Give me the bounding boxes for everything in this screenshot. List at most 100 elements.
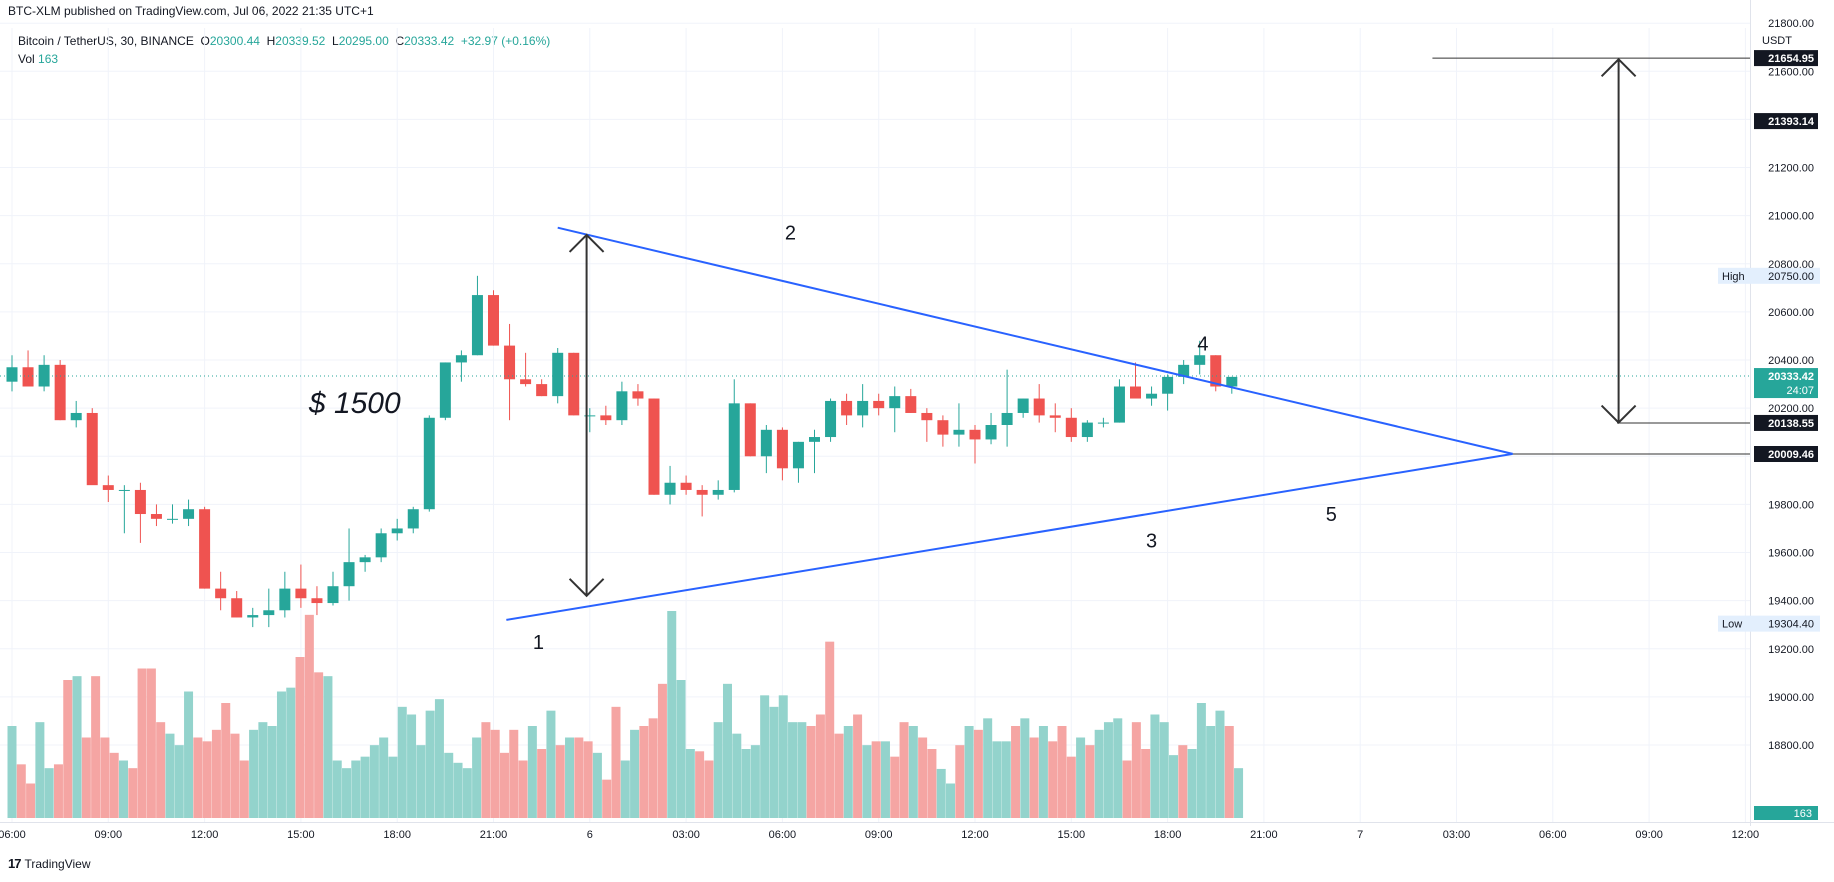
volume-bar <box>657 683 667 818</box>
volume-bar <box>908 726 918 818</box>
candle-body <box>616 391 628 421</box>
candles <box>6 275 1238 628</box>
low-marker-value: 19304.40 <box>1768 619 1814 631</box>
candle-body <box>1049 415 1061 418</box>
time-tick-label: 15:00 <box>1058 829 1086 841</box>
volume-bar <box>100 737 110 818</box>
volume-bar <box>825 641 835 818</box>
volume-bar <box>63 680 73 818</box>
volume-bar <box>1122 760 1132 818</box>
volume-bar <box>314 672 324 818</box>
candle-body <box>552 352 564 397</box>
volume-bar <box>1103 722 1113 818</box>
price-line-label: 20009.46 <box>1768 449 1814 461</box>
price-tick-label: 20800.00 <box>1768 259 1814 271</box>
candle-body <box>279 588 291 611</box>
candle-body <box>1097 422 1109 424</box>
volume-bar <box>146 668 156 818</box>
candle-body <box>167 518 178 520</box>
candle-body <box>889 396 901 409</box>
candle-body <box>504 345 516 380</box>
volume-bar <box>1029 737 1039 818</box>
candle-body <box>359 557 371 563</box>
candle-body <box>295 588 307 599</box>
volume-axis-badge <box>1754 806 1818 820</box>
volume-bar <box>760 695 770 818</box>
published-line: BTC-XLM published on TradingView.com, Ju… <box>8 4 374 18</box>
volume-bar <box>750 745 760 818</box>
volume-bar <box>1131 722 1141 818</box>
volume-bar <box>81 737 91 818</box>
candle-body <box>231 598 243 618</box>
time-axis[interactable]: 06:00 09:00 12:00 15:00 18:00 21:00 6 03:00 06:0… <box>0 829 1759 841</box>
volume-bar <box>927 749 937 818</box>
candle-body <box>680 482 692 490</box>
volume-bar <box>806 726 816 818</box>
time-tick-label: 12:00 <box>191 829 219 841</box>
candle-body <box>520 379 532 385</box>
volume-bar <box>53 764 63 818</box>
candle-body <box>54 364 66 421</box>
volume-bar <box>1234 768 1244 818</box>
candle-body <box>439 362 451 418</box>
annotation-label: $ 1500 <box>308 387 401 420</box>
price-tick-label: 19200.00 <box>1768 644 1814 656</box>
volume-bar <box>295 657 305 818</box>
candle-body <box>1033 398 1045 416</box>
volume-bar <box>193 737 203 818</box>
annotation-label: 1 <box>533 632 544 654</box>
time-tick-label: 09:00 <box>95 829 123 841</box>
volume-bar <box>16 764 26 818</box>
volume-bar <box>221 703 231 818</box>
volume-bar <box>667 611 677 818</box>
volume-bar <box>249 729 259 818</box>
volume-bar <box>853 714 863 818</box>
volume-bar <box>565 737 575 818</box>
volume-bar <box>342 768 352 818</box>
low-label: L <box>332 34 339 48</box>
candle-body <box>199 509 211 589</box>
volume-bar <box>518 760 528 818</box>
volume-bar <box>351 760 361 818</box>
volume-bar <box>184 691 194 818</box>
candle-body <box>937 420 949 435</box>
volume-bar <box>815 714 825 818</box>
volume-bar <box>797 722 807 818</box>
price-axis[interactable]: 18800.00 19000.00 19200.00 19400.00 19600.00… <box>1718 18 1820 820</box>
time-tick-label: 12:00 <box>1732 829 1760 841</box>
high-marker-value: 20750.00 <box>1768 271 1814 283</box>
volume-bar <box>72 676 82 818</box>
volume-bar <box>602 779 612 818</box>
candle-body <box>696 489 708 495</box>
arrow-head-down <box>1600 404 1637 425</box>
volume-bar <box>267 726 277 818</box>
volume-bar <box>1224 726 1234 818</box>
drawings[interactable]: $ 1500 1 2 3 4 5 <box>0 57 1750 654</box>
volume-bar <box>918 737 928 818</box>
brand-name: TradingView <box>24 856 91 871</box>
symbol-name[interactable]: Bitcoin / TetherUS, 30, BINANCE <box>18 34 194 48</box>
volume-bar <box>230 733 240 818</box>
volume-bar <box>620 760 630 818</box>
volume-bar <box>490 729 500 818</box>
candle-body <box>1065 417 1077 438</box>
price-tick-label: 19400.00 <box>1768 596 1814 608</box>
candle-body <box>134 489 146 515</box>
time-tick-label: 21:00 <box>1250 829 1278 841</box>
price-tick-label: 21800.00 <box>1768 18 1814 30</box>
candle-body <box>375 533 387 558</box>
volume-bar <box>583 741 593 818</box>
time-tick-label: 18:00 <box>383 829 411 841</box>
time-tick-label: 21:00 <box>480 829 508 841</box>
ohlc-legend: Bitcoin / TetherUS, 30, BINANCE O20300.4… <box>18 34 550 48</box>
candle-body <box>905 396 917 413</box>
change-value: +32.97 (+0.16%) <box>460 34 551 48</box>
candle-body <box>1001 412 1013 425</box>
candle-body <box>102 485 114 490</box>
volume-bar <box>630 729 640 818</box>
time-tick-label: 18:00 <box>1154 829 1182 841</box>
volume-bar <box>119 760 129 818</box>
volume-bar <box>1066 756 1076 818</box>
low-value: 20295.00 <box>338 34 389 48</box>
